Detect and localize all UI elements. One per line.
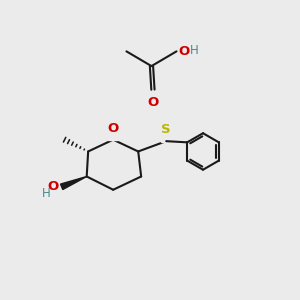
Text: O: O (47, 180, 58, 193)
Text: H: H (42, 187, 51, 200)
Text: O: O (179, 45, 190, 58)
Bar (108, 129, 119, 140)
Text: H: H (190, 44, 199, 57)
Bar (161, 132, 171, 142)
Text: O: O (147, 95, 159, 109)
Text: O: O (108, 122, 119, 135)
Text: S: S (161, 123, 171, 136)
Polygon shape (61, 176, 87, 190)
